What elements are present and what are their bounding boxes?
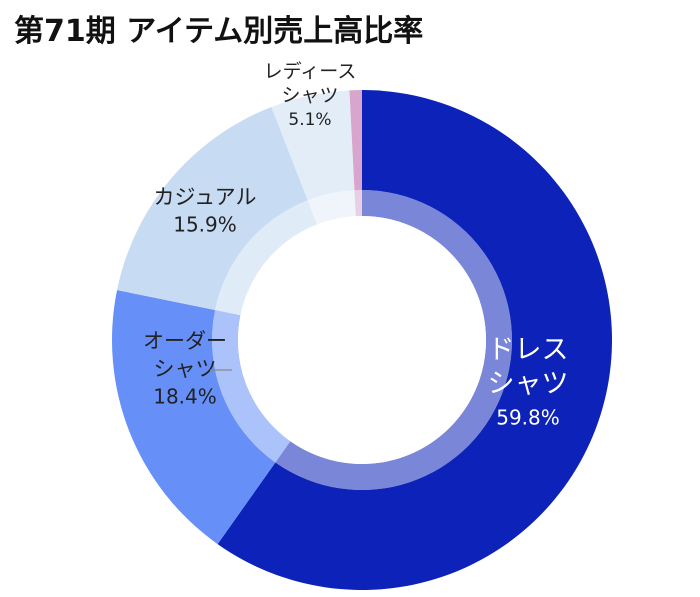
pie-slice (111, 290, 276, 545)
pie-slice (217, 90, 613, 590)
inner-ring-segment (212, 310, 291, 463)
inner-ring-segment (354, 190, 362, 217)
slice-value-label: 15.9% (173, 213, 237, 237)
slice-label: シャツ (281, 85, 338, 107)
chart-title: 第71期 アイテム別売上高比率 (14, 14, 424, 49)
inner-ring-segment (215, 200, 318, 316)
slice-label: レディース (264, 61, 357, 83)
donut-slices (111, 90, 613, 590)
pie-slice (349, 90, 362, 191)
inner-ring-segment (307, 190, 356, 225)
slice-label: カジュアル (154, 185, 257, 209)
pie-slice (271, 90, 355, 201)
inner-ring-segment (275, 190, 512, 490)
inner-ring (212, 190, 512, 490)
slice-label: ドレス (488, 335, 569, 366)
slice-value-label: 5.1% (288, 110, 331, 130)
slice-value-label: 59.8% (496, 406, 560, 430)
pie-slice (117, 106, 308, 311)
slice-labels: ドレスシャツ59.8%オーダーシャツ18.4%カジュアル15.9%レディースシャ… (143, 61, 569, 430)
slice-label: シャツ (488, 369, 569, 400)
donut-hole (238, 216, 486, 464)
slice-value-label: 18.4% (153, 385, 217, 409)
slice-label: オーダー (143, 329, 227, 353)
slice-label: シャツ (154, 357, 217, 381)
